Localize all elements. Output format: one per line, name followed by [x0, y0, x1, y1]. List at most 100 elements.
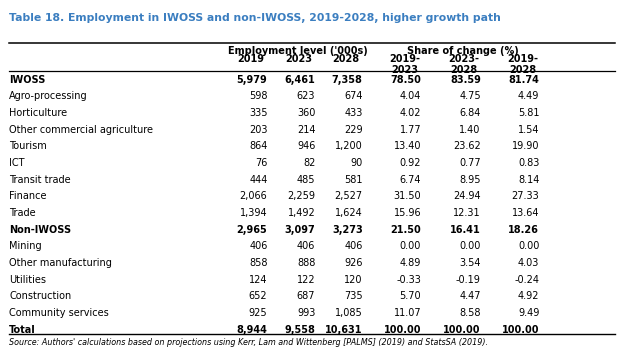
Text: 3,097: 3,097 [285, 225, 315, 235]
Text: Other manufacturing: Other manufacturing [9, 258, 112, 268]
Text: 4.02: 4.02 [399, 108, 421, 118]
Text: 81.74: 81.74 [508, 75, 539, 84]
Text: 1,624: 1,624 [335, 208, 363, 218]
Text: Total: Total [9, 325, 36, 335]
Text: 4.92: 4.92 [518, 291, 539, 301]
Text: 925: 925 [249, 308, 267, 318]
Text: 11.07: 11.07 [394, 308, 421, 318]
Text: 100.00: 100.00 [443, 325, 481, 335]
Text: 3,273: 3,273 [332, 225, 363, 235]
Text: 27.33: 27.33 [511, 191, 539, 201]
Text: 0.00: 0.00 [518, 241, 539, 251]
Text: 406: 406 [344, 241, 363, 251]
Text: 433: 433 [344, 108, 363, 118]
Text: 0.92: 0.92 [399, 158, 421, 168]
Text: Finance: Finance [9, 191, 47, 201]
Text: 9.49: 9.49 [518, 308, 539, 318]
Text: 406: 406 [297, 241, 315, 251]
Text: 9,558: 9,558 [284, 325, 315, 335]
Text: 6,461: 6,461 [285, 75, 315, 84]
Text: 335: 335 [249, 108, 267, 118]
Text: 90: 90 [350, 158, 363, 168]
Text: 0.00: 0.00 [400, 241, 421, 251]
Text: 735: 735 [344, 291, 363, 301]
Text: 6.74: 6.74 [399, 175, 421, 185]
Text: Community services: Community services [9, 308, 109, 318]
Text: 598: 598 [249, 91, 267, 101]
Text: Share of change (%): Share of change (%) [407, 46, 519, 56]
Text: 406: 406 [249, 241, 267, 251]
Text: 2,066: 2,066 [239, 191, 267, 201]
Text: 31.50: 31.50 [394, 191, 421, 201]
Text: 83.59: 83.59 [450, 75, 481, 84]
Text: 926: 926 [344, 258, 363, 268]
Text: Utilities: Utilities [9, 275, 46, 285]
Text: 13.40: 13.40 [394, 141, 421, 151]
Text: 10,631: 10,631 [325, 325, 363, 335]
Text: Tourism: Tourism [9, 141, 47, 151]
Text: 687: 687 [297, 291, 315, 301]
Text: 858: 858 [249, 258, 267, 268]
Text: 1,085: 1,085 [335, 308, 363, 318]
Text: Mining: Mining [9, 241, 42, 251]
Text: -0.33: -0.33 [396, 275, 421, 285]
Text: 16.41: 16.41 [450, 225, 481, 235]
Text: 8.58: 8.58 [459, 308, 481, 318]
Text: 5.70: 5.70 [399, 291, 421, 301]
Text: 888: 888 [297, 258, 315, 268]
Text: IWOSS: IWOSS [9, 75, 45, 84]
Text: 1,200: 1,200 [335, 141, 363, 151]
Text: 7,358: 7,358 [332, 75, 363, 84]
Text: Construction: Construction [9, 291, 72, 301]
Text: 6.84: 6.84 [460, 108, 481, 118]
Text: 2,527: 2,527 [335, 191, 363, 201]
Text: 2,259: 2,259 [287, 191, 315, 201]
Text: 864: 864 [249, 141, 267, 151]
Text: 8.95: 8.95 [459, 175, 481, 185]
Text: 0.00: 0.00 [460, 241, 481, 251]
Text: 2023-
2028: 2023- 2028 [448, 54, 480, 75]
Text: 1,394: 1,394 [240, 208, 267, 218]
Text: 1.77: 1.77 [399, 125, 421, 135]
Text: 4.04: 4.04 [400, 91, 421, 101]
Text: 78.50: 78.50 [390, 75, 421, 84]
Text: Non-IWOSS: Non-IWOSS [9, 225, 72, 235]
Text: 2028: 2028 [332, 54, 360, 64]
Text: Agro-processing: Agro-processing [9, 91, 88, 101]
Text: 100.00: 100.00 [384, 325, 421, 335]
Text: 1.40: 1.40 [460, 125, 481, 135]
Text: Horticulture: Horticulture [9, 108, 67, 118]
Text: 100.00: 100.00 [502, 325, 539, 335]
Text: 18.26: 18.26 [508, 225, 539, 235]
Text: 24.94: 24.94 [453, 191, 481, 201]
Text: 82: 82 [303, 158, 315, 168]
Text: 5,979: 5,979 [237, 75, 267, 84]
Text: ICT: ICT [9, 158, 25, 168]
Text: 214: 214 [297, 125, 315, 135]
Text: 1.54: 1.54 [518, 125, 539, 135]
Text: 76: 76 [255, 158, 267, 168]
Text: 4.89: 4.89 [400, 258, 421, 268]
Text: 8,944: 8,944 [236, 325, 267, 335]
Text: 4.03: 4.03 [518, 258, 539, 268]
Text: Table 18. Employment in IWOSS and non-IWOSS, 2019-2028, higher growth path: Table 18. Employment in IWOSS and non-IW… [9, 13, 501, 23]
Text: 120: 120 [344, 275, 363, 285]
Text: 4.47: 4.47 [459, 291, 481, 301]
Text: 203: 203 [249, 125, 267, 135]
Text: 229: 229 [344, 125, 363, 135]
Text: 946: 946 [297, 141, 315, 151]
Text: 2019-
2023: 2019- 2023 [389, 54, 420, 75]
Text: Trade: Trade [9, 208, 36, 218]
Text: 21.50: 21.50 [391, 225, 421, 235]
Text: 19.90: 19.90 [512, 141, 539, 151]
Text: 2019-
2028: 2019- 2028 [507, 54, 538, 75]
Text: 122: 122 [297, 275, 315, 285]
Text: -0.19: -0.19 [456, 275, 481, 285]
Text: 581: 581 [344, 175, 363, 185]
Text: 2,965: 2,965 [237, 225, 267, 235]
Text: 623: 623 [297, 91, 315, 101]
Text: 3.54: 3.54 [459, 258, 481, 268]
Text: -0.24: -0.24 [514, 275, 539, 285]
Text: 2019: 2019 [237, 54, 264, 64]
Text: 5.81: 5.81 [518, 108, 539, 118]
